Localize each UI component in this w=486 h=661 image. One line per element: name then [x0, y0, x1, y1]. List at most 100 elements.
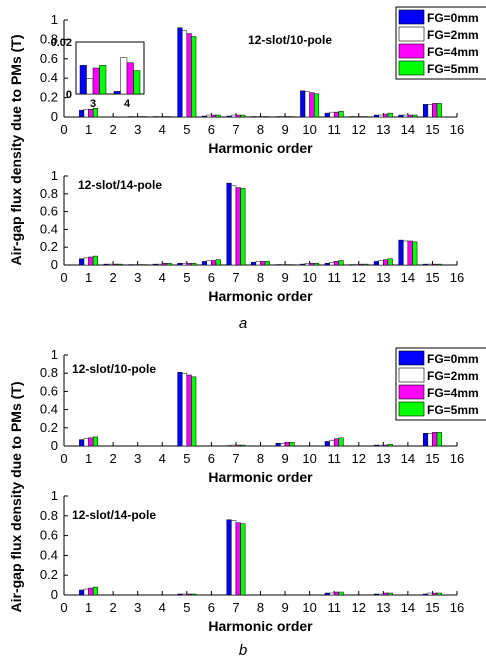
panel1-bar-fg-0mm-h6 — [201, 261, 208, 266]
panel2-legend-swatch-fg-2mm — [398, 367, 425, 383]
panel1-bar-fg-0mm-h13 — [373, 261, 379, 266]
panel0-legend-swatch-fg-0mm — [398, 9, 425, 25]
panel0-bar-fg-0mm-h15 — [422, 104, 429, 118]
panel2-bar-fg-5mm-h11 — [338, 437, 344, 447]
panel2-xtick-label: 16 — [450, 451, 464, 466]
panel1-ytick-label: 0.8 — [40, 186, 58, 201]
panel0-ytick-label: 0.6 — [40, 51, 58, 66]
panel0-bar-fg-0mm-h7 — [226, 115, 232, 118]
panel0-legend-label-fg-2mm: FG=2mm — [427, 28, 479, 42]
figure-b: 00.20.40.60.810 1 2 3 4 5 6 7 8 9 10 11 12 13 14 15 16Ha… — [8, 347, 486, 659]
panel0-bar-fg-5mm-h12 — [363, 116, 369, 118]
panel0-bar-fg-0mm-h9 — [275, 116, 281, 118]
panel1-bar-fg-5mm-h4 — [166, 262, 172, 266]
panel0-inset-bar-fg-4mm-h4 — [126, 62, 134, 95]
panel0-legend-swatch-fg-5mm — [398, 60, 425, 76]
panel3-bar-fg-2mm-h7 — [231, 520, 237, 596]
panel0-legend-label-fg-4mm: FG=4mm — [427, 45, 479, 59]
panel2-xtick-label: 1 — [85, 451, 92, 466]
panel1-bar-fg-4mm-h3 — [137, 264, 143, 266]
panel2-bar-fg-2mm-h11 — [329, 440, 335, 447]
panel2-legend-swatch-fg-5mm — [398, 401, 425, 417]
panel1-xtick-label: 8 — [257, 270, 264, 285]
panel1-xtick-label: 3 — [134, 270, 141, 285]
panel0-xtick-label: 12 — [352, 122, 366, 137]
panel3-bar-fg-2mm-h11 — [329, 592, 335, 596]
panel0-bar-fg-5mm-h3 — [142, 116, 148, 118]
panel1-bar-fg-2mm-h7 — [231, 185, 237, 266]
panel2-x-axis-label: Harmonic order — [208, 469, 313, 485]
panel0-bar-fg-2mm-h11 — [329, 111, 335, 118]
panel0-ytick-label: 0.4 — [40, 70, 58, 85]
panel0-xtick-label: 8 — [257, 122, 264, 137]
panel2-legend-swatch-fg-4mm — [398, 384, 425, 400]
panel2-bar-fg-5mm-h7 — [240, 444, 246, 447]
panel2-legend-label-fg-2mm: FG=2mm — [427, 369, 479, 383]
panel2-xtick-label: 12 — [352, 451, 366, 466]
panel0-inset-bar-fg-0mm-h4 — [113, 91, 121, 95]
panel2-bar-fg-4mm-h7 — [235, 444, 241, 447]
panel2-xtick-label: 9 — [281, 451, 288, 466]
panel2-bar-fg-4mm-h9 — [284, 442, 290, 447]
panel2-bar-fg-4mm-h5 — [186, 374, 192, 447]
panel0-inset-bar-fg-2mm-h3 — [86, 78, 94, 95]
panel1-x-axis-label: Harmonic order — [208, 288, 313, 304]
panel0-inset-ytick-label: 0.02 — [51, 37, 72, 49]
panel1-xtick-label: 6 — [208, 270, 215, 285]
panel0-inset-bar-fg-4mm-h3 — [92, 67, 100, 95]
panel1-bar-fg-5mm-h10 — [313, 262, 320, 266]
panel1-bar-fg-0mm-h14 — [398, 239, 404, 266]
panel0-legend: FG=0mm FG=2mm FG=4mm FG=5mm — [395, 6, 486, 80]
panel2-xtick-label: 5 — [183, 451, 190, 466]
panel0-inset-bar-fg-5mm-h4 — [133, 70, 141, 95]
panel1-bar-fg-0mm-h10 — [300, 263, 306, 266]
panel1-bar-fg-2mm-h4 — [157, 263, 163, 266]
panel0-inset-bar-fg-2mm-h4 — [120, 57, 128, 95]
panel2-bar-fg-0mm-h9 — [275, 443, 281, 447]
panel3-bar-fg-5mm-h13 — [387, 592, 393, 596]
panel1-bar-fg-0mm-h3 — [128, 264, 134, 266]
panel2-legend-label-fg-4mm: FG=4mm — [427, 386, 479, 400]
panel0-bar-fg-0mm-h5 — [177, 27, 183, 118]
panel1-ytick-label: 1 — [51, 168, 58, 183]
panel0-bar-fg-5mm-h6 — [215, 114, 221, 118]
panel3-bar-fg-0mm-h15 — [422, 593, 429, 596]
panel3-bar-fg-2mm-h13 — [378, 593, 384, 596]
panel1-bar-fg-2mm-h8 — [255, 261, 261, 266]
panel0-bar-fg-5mm-h7 — [240, 114, 246, 118]
panel1-bar-fg-2mm-h15 — [427, 263, 433, 266]
panel0-bar-fg-5mm-h1 — [92, 108, 99, 118]
panel0-bar-fg-5mm-h8 — [264, 116, 270, 118]
panel0-xtick-label: 3 — [134, 122, 141, 137]
panel3-bar-fg-4mm-h11 — [333, 591, 340, 596]
panel2-ytick-label: 1 — [51, 347, 58, 362]
panel2-xtick-label: 10 — [302, 451, 316, 466]
panel0-bar-fg-5mm-h5 — [191, 36, 197, 118]
panel1-bar-fg-5mm-h15 — [436, 263, 442, 266]
panel2-ytick-label: 0.2 — [40, 420, 58, 435]
panel3-bar-fg-4mm-h5 — [186, 593, 192, 596]
panel1-bar-fg-4mm-h6 — [211, 260, 217, 266]
panel0-bar-fg-0mm-h14 — [398, 114, 404, 118]
panel2-bar-fg-5mm-h5 — [191, 376, 197, 447]
panel3-ytick-label: 0 — [51, 587, 58, 602]
panel0-bar-fg-4mm-h9 — [284, 116, 290, 118]
panel1-bar-fg-5mm-h5 — [191, 262, 197, 266]
panel1-bar-fg-0mm-h15 — [422, 263, 429, 266]
panel3-bar-fg-4mm-h7 — [235, 522, 241, 596]
panel2-xtick-label: 0 — [60, 451, 67, 466]
panel0-bar-fg-4mm-h10 — [309, 92, 315, 118]
panel0-ytick-label: 0.8 — [40, 31, 58, 46]
chart-b-12slot-10pole: 00.20.40.60.810 1 2 3 4 5 6 7 8 9 10 11 12 13 14 15 16Ha… — [40, 347, 486, 485]
panel1-xtick-label: 4 — [159, 270, 166, 285]
panel0-bar-fg-0mm-h8 — [251, 116, 257, 118]
panel0-inset-xtick-label: 4 — [124, 98, 131, 110]
panel2-bar-fg-2mm-h13 — [378, 444, 384, 447]
panel0-bar-fg-5mm-h14 — [412, 114, 418, 118]
panel0-bar-fg-0mm-h3 — [128, 116, 134, 118]
panel1-ytick-label: 0.2 — [40, 239, 58, 254]
panel0-bar-fg-4mm-h3 — [137, 116, 143, 118]
panel1-ytick-label: 0.4 — [40, 221, 58, 236]
panel1-xtick-label: 10 — [302, 270, 316, 285]
